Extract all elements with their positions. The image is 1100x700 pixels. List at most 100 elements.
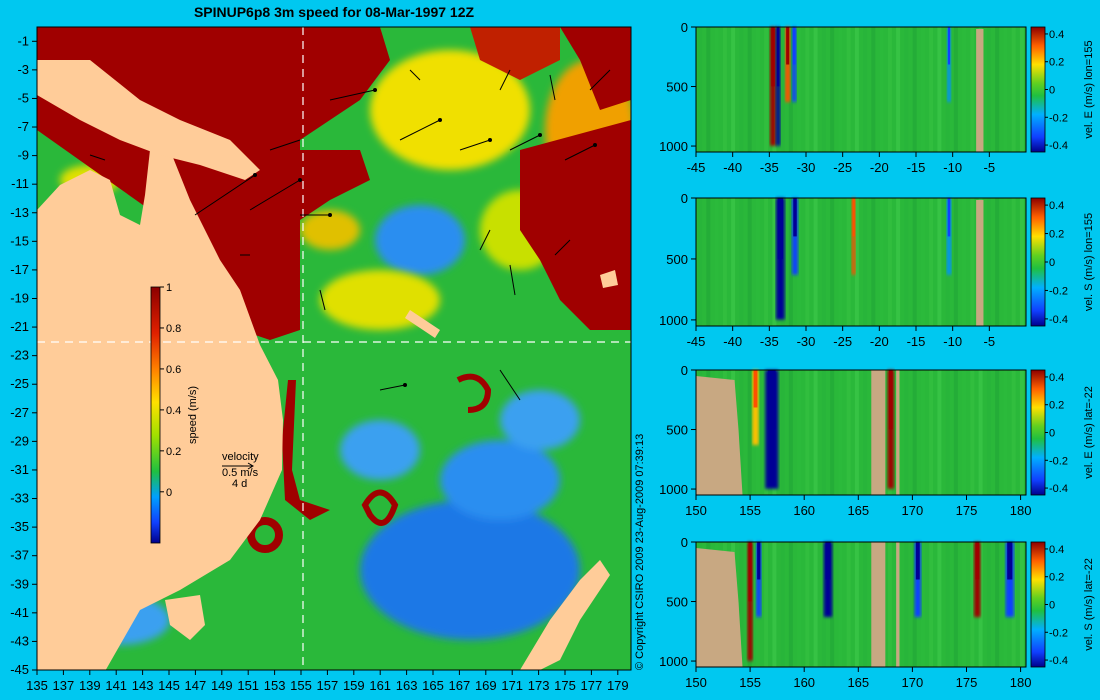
- section-streak: [1011, 370, 1016, 495]
- section-feature-core: [771, 27, 775, 87]
- section-streak: [739, 542, 744, 667]
- section-streak: [854, 27, 859, 152]
- depth-sections: -45 -40 -35 -30 -25 -20 -15 -10 -5 0 500 1000 0.4 0.2…: [659, 20, 1095, 690]
- section-frame: [695, 197, 1027, 327]
- map-x-tick-label: 157: [317, 678, 339, 693]
- section-land: [976, 29, 984, 152]
- new-zealand-land: [520, 560, 610, 670]
- new-caledonia-land: [405, 310, 440, 338]
- section-streak: [1003, 542, 1008, 667]
- map-y-tick-label: -33: [10, 491, 29, 506]
- section-streak: [929, 542, 934, 667]
- section-streak: [986, 542, 991, 667]
- section-x-tick-label: 170: [902, 675, 924, 690]
- section-streak: [772, 542, 777, 667]
- section-streak: [698, 27, 703, 152]
- section-colorbar-tick-label: 0.2: [1049, 572, 1064, 584]
- section-streak: [706, 198, 711, 326]
- section-streak: [920, 27, 925, 152]
- section-y-tick-label: 0: [681, 363, 688, 378]
- map-y-tick-label: -7: [17, 119, 29, 134]
- speed-colorbar-tick-label: 0.8: [166, 323, 181, 335]
- section-x-tick-label: 165: [847, 503, 869, 518]
- section-streak: [995, 542, 1000, 667]
- copyright-notice: © Copyright CSIRO 2009 23-Aug-2009 07:39…: [634, 434, 646, 670]
- section-x-tick-label: 165: [847, 675, 869, 690]
- map-y-tick-label: -23: [10, 348, 29, 363]
- section-streak: [1019, 198, 1024, 326]
- section-colorbar-tick-label: -0.4: [1049, 140, 1068, 152]
- section-background: [696, 370, 1026, 495]
- section-feature-core: [825, 542, 831, 580]
- map-x-tick-label: 171: [501, 678, 523, 693]
- section-streak: [714, 27, 719, 152]
- section-streak: [739, 27, 744, 152]
- section-streak: [879, 27, 884, 152]
- section-streak: [1019, 27, 1024, 152]
- section-streak: [887, 542, 892, 667]
- map-y-tick-label: -45: [10, 662, 29, 677]
- section-colorbar-tick-label: 0: [1049, 257, 1055, 269]
- section-y-tick-label: 500: [666, 423, 688, 438]
- map-y-tick-label: -41: [10, 605, 29, 620]
- section-streak: [945, 370, 950, 495]
- speed-map: [37, 27, 631, 670]
- section-streak: [920, 370, 925, 495]
- section-streak: [929, 370, 934, 495]
- section-feature-core: [793, 198, 797, 237]
- section-land: [871, 542, 886, 667]
- map-x-tick-label: 159: [343, 678, 365, 693]
- section-colorbar-tick-label: -0.4: [1049, 483, 1068, 495]
- section-x-tick-label: -20: [870, 334, 889, 349]
- section-streak: [970, 27, 975, 152]
- map-x-tick-label: 179: [607, 678, 629, 693]
- section-streak: [1003, 198, 1008, 326]
- section-colorbar-tick-label: -0.2: [1049, 455, 1068, 467]
- section-streak: [953, 27, 958, 152]
- section-streak: [962, 542, 967, 667]
- section-x-tick-label: 180: [1010, 675, 1032, 690]
- section-x-tick-label: -30: [797, 160, 816, 175]
- section-x-tick-label: 150: [685, 675, 707, 690]
- map-x-tick-label: 139: [79, 678, 101, 693]
- section-x-tick-label: -35: [760, 334, 779, 349]
- section-x-tick-label: 155: [739, 675, 761, 690]
- section-streak: [871, 27, 876, 152]
- section-colorbar-label: vel. E (m/s) lon=155: [1083, 40, 1095, 138]
- section-streak: [797, 542, 802, 667]
- section-x-tick-label: -15: [907, 334, 926, 349]
- section-x-tick-label: 180: [1010, 503, 1032, 518]
- section-streak: [764, 198, 769, 326]
- map-y-tick-label: -43: [10, 633, 29, 648]
- section-streak: [805, 542, 810, 667]
- section-streak: [863, 542, 868, 667]
- section-y-tick-label: 1000: [659, 654, 688, 669]
- section-streak: [962, 198, 967, 326]
- section-streak: [920, 198, 925, 326]
- section-streak: [731, 27, 736, 152]
- section-streak: [838, 198, 843, 326]
- new-guinea-land: [37, 60, 260, 180]
- section-streak: [854, 198, 859, 326]
- section-feature-core: [888, 370, 893, 430]
- fiji-land: [600, 270, 618, 288]
- section-feature-core: [975, 542, 980, 580]
- section-x-tick-label: 160: [793, 503, 815, 518]
- section-streak: [863, 370, 868, 495]
- section-streak: [747, 370, 752, 495]
- section-streak: [739, 198, 744, 326]
- section-colorbar-tick-label: -0.2: [1049, 627, 1068, 639]
- section-streak: [929, 27, 934, 152]
- figure-title: SPINUP6p8 3m speed for 08-Mar-1997 12Z: [194, 4, 475, 20]
- section-streak: [797, 370, 802, 495]
- section-x-tick-label: -25: [833, 160, 852, 175]
- section-streak: [764, 542, 769, 667]
- map-x-tick-label: 143: [132, 678, 154, 693]
- section-streak: [986, 27, 991, 152]
- section-colorbar-tick-label: 0.2: [1049, 229, 1064, 241]
- section-streak: [896, 198, 901, 326]
- section-streak: [929, 198, 934, 326]
- section-frame: [695, 26, 1027, 153]
- map-y-tick-label: -39: [10, 576, 29, 591]
